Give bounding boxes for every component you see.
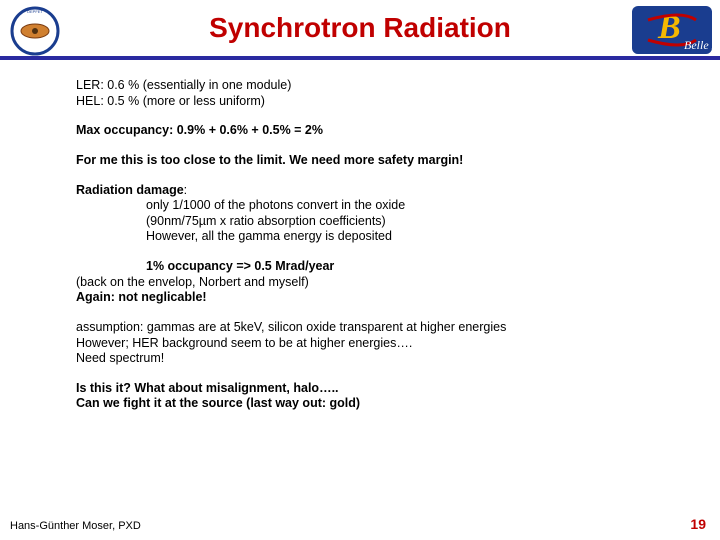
- assumption-l3: Need spectrum!: [76, 351, 680, 367]
- safety-margin-line: For me this is too close to the limit. W…: [76, 153, 680, 169]
- question-2: Can we fight it at the source (last way …: [76, 396, 680, 412]
- assumption-l1: assumption: gammas are at 5keV, silicon …: [76, 320, 680, 336]
- footer-author: Hans-Günther Moser, PXD: [10, 520, 141, 532]
- hel-line: HEL: 0.5 % (more or less uniform): [76, 94, 680, 110]
- svg-text:DEPFET: DEPFET: [27, 9, 43, 14]
- occupancy-bold: 1% occupancy => 0.5 Mrad/year: [76, 259, 680, 275]
- occupancy-block: 1% occupancy => 0.5 Mrad/year (back on t…: [76, 259, 680, 306]
- question-1: Is this it? What about misalignment, hal…: [76, 381, 680, 397]
- occupancy-l2: Again: not neglicable!: [76, 290, 680, 306]
- assumption-l2: However; HER background seem to be at hi…: [76, 336, 680, 352]
- belle2-logo: B Belle II: [632, 6, 712, 54]
- radiation-damage-l3: However, all the gamma energy is deposit…: [76, 229, 680, 245]
- depfet-logo: DEPFET: [10, 6, 60, 56]
- belle2-label: Belle II: [684, 38, 712, 52]
- radiation-damage-l2: (90nm/75µm x ratio absorption coefficien…: [76, 214, 680, 230]
- ler-line: LER: 0.6 % (essentially in one module): [76, 78, 680, 94]
- slide-body: LER: 0.6 % (essentially in one module) H…: [0, 60, 720, 412]
- max-occupancy: Max occupancy: 0.9% + 0.6% + 0.5% = 2%: [76, 123, 680, 139]
- slide-header: DEPFET Synchrotron Radiation B Belle II: [0, 0, 720, 60]
- ler-hel-block: LER: 0.6 % (essentially in one module) H…: [76, 78, 680, 109]
- slide-title: Synchrotron Radiation: [0, 0, 720, 56]
- radiation-damage-l1: only 1/1000 of the photons convert in th…: [76, 198, 680, 214]
- occupancy-l1: (back on the envelop, Norbert and myself…: [76, 275, 680, 291]
- questions-block: Is this it? What about misalignment, hal…: [76, 381, 680, 412]
- radiation-damage-head: Radiation damage:: [76, 183, 680, 199]
- radiation-damage-block: Radiation damage: only 1/1000 of the pho…: [76, 183, 680, 246]
- page-number: 19: [690, 516, 706, 532]
- assumption-block: assumption: gammas are at 5keV, silicon …: [76, 320, 680, 367]
